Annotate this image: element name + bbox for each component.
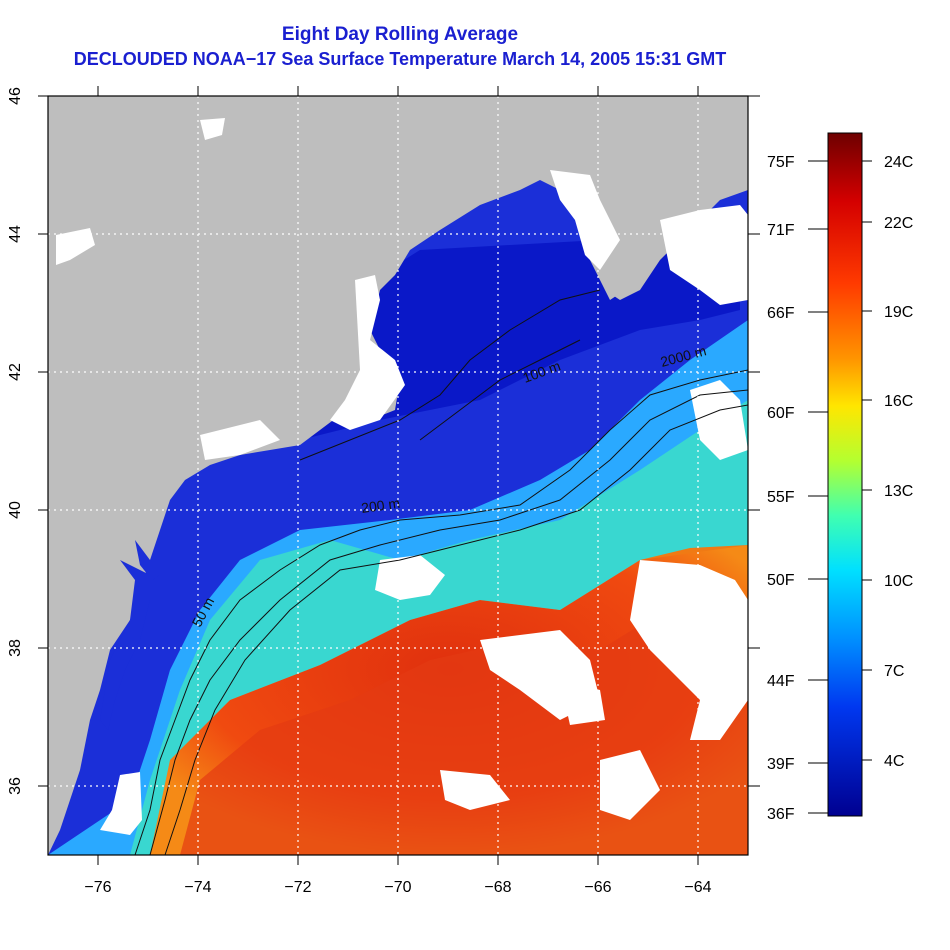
colorbar-celsius-ticks [862, 160, 872, 761]
colorbar-c-label: 7C [884, 663, 904, 680]
colorbar-celsius-labels: 24C 22C 19C 16C 13C 10C 7C 4C [884, 154, 913, 770]
colorbar-f-label: 44F [767, 673, 795, 690]
x-tick-label: −70 [384, 879, 411, 896]
colorbar-c-label: 19C [884, 304, 913, 321]
y-tick-label: 46 [7, 87, 24, 105]
delaware-bay [135, 540, 160, 580]
x-tick-marks [97, 86, 699, 865]
y-tick-label: 44 [7, 225, 24, 243]
contour-label-200m: 200 m [360, 495, 401, 516]
colorbar-c-label: 16C [884, 393, 913, 410]
x-tick-label: −76 [84, 879, 111, 896]
chesapeake-bay [100, 560, 150, 730]
colorbar-fahrenheit-ticks [808, 160, 828, 814]
y-tick-labels: 46 44 42 40 38 36 [7, 87, 24, 795]
y-tick-label: 36 [7, 777, 24, 795]
x-tick-label: −68 [484, 879, 511, 896]
nova-scotia-land [590, 135, 748, 300]
bathymetry-contours [134, 289, 748, 855]
colorbar-f-label: 55F [767, 489, 795, 506]
colorbar-f-label: 50F [767, 572, 795, 589]
colorbar-fahrenheit-labels: 75F 71F 66F 60F 55F 50F 44F 39F 36F [767, 154, 795, 823]
colorbar-f-label: 75F [767, 154, 795, 171]
map-title: Eight Day Rolling Average [281, 24, 519, 45]
x-tick-label: −64 [684, 879, 711, 896]
map-panel: 50 m 200 m 2000 m 100 m [48, 96, 748, 855]
y-tick-label: 38 [7, 639, 24, 657]
colorbar-c-label: 13C [884, 483, 913, 500]
colorbar-f-label: 60F [767, 405, 795, 422]
colorbar [827, 132, 863, 817]
colorbar-c-label: 4C [884, 753, 904, 770]
colorbar-c-label: 22C [884, 215, 913, 232]
colorbar-f-label: 39F [767, 756, 795, 773]
x-tick-labels: −76 −74 −72 −70 −68 −66 −64 [84, 879, 711, 896]
colorbar-f-label: 66F [767, 305, 795, 322]
colorbar-f-label: 71F [767, 222, 795, 239]
y-tick-marks [38, 95, 760, 787]
x-tick-label: −74 [184, 879, 211, 896]
x-tick-label: −72 [284, 879, 311, 896]
y-tick-label: 40 [7, 501, 24, 519]
graticule [48, 96, 748, 855]
map-subtitle: DECLOUDED NOAA−17 Sea Surface Temperatur… [73, 49, 727, 69]
colorbar-c-label: 10C [884, 573, 913, 590]
colorbar-c-label: 24C [884, 154, 913, 171]
x-tick-label: −66 [584, 879, 611, 896]
land-mass [48, 96, 748, 855]
y-tick-label: 42 [7, 363, 24, 381]
colorbar-f-label: 36F [767, 806, 795, 823]
